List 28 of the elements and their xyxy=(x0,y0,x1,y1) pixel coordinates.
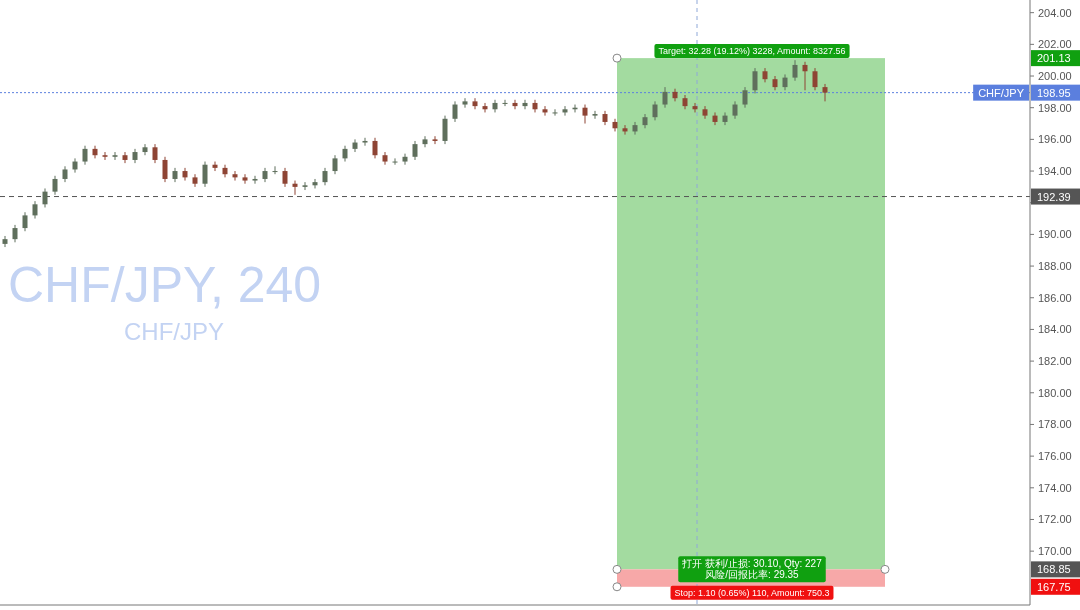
text: CHF/JPY xyxy=(124,318,225,345)
y-tick-label: 182.00 xyxy=(1038,355,1072,368)
y-tick-label: 198.00 xyxy=(1038,101,1072,114)
annotation: Target: 32.28 (19.12%) 3228, Amount: 8327.56 xyxy=(658,46,846,57)
text: 198.95 xyxy=(1037,86,1071,99)
y-tick-label: 174.00 xyxy=(1038,481,1072,494)
y-tick-label: 172.00 xyxy=(1038,513,1072,526)
annotation: Stop: 1.10 (0.65%) 110, Amount: 750.3 xyxy=(674,587,830,598)
y-tick-label: 196.00 xyxy=(1038,133,1072,146)
y-tick-label: 180.00 xyxy=(1038,386,1072,399)
y-tick-label: 202.00 xyxy=(1038,38,1072,51)
y-tick-label: 200.00 xyxy=(1038,70,1072,83)
y-tick-label: 194.00 xyxy=(1038,165,1072,178)
y-tick-label: 186.00 xyxy=(1038,291,1072,304)
ref-line-label: CHF/JPY xyxy=(978,86,1025,99)
y-tick-label: 188.00 xyxy=(1038,260,1072,273)
text: CHF/JPY, 240 xyxy=(8,257,322,313)
annotation: 打开 获利/止损: 30.10, Qty: 227 风险/回报比率: 29.35 xyxy=(681,558,823,581)
y-tick-label: 176.00 xyxy=(1038,450,1072,463)
y-tick-label: 170.00 xyxy=(1038,545,1072,558)
y-tick-label: 178.00 xyxy=(1038,418,1072,431)
text: 201.13 xyxy=(1037,52,1071,65)
y-tick-label: 190.00 xyxy=(1038,228,1072,241)
y-tick-label: 204.00 xyxy=(1038,6,1072,19)
y-tick-label: 184.00 xyxy=(1038,323,1072,336)
text: 192.39 xyxy=(1037,190,1071,203)
text: 167.75 xyxy=(1037,580,1071,593)
text: 168.85 xyxy=(1037,563,1071,576)
